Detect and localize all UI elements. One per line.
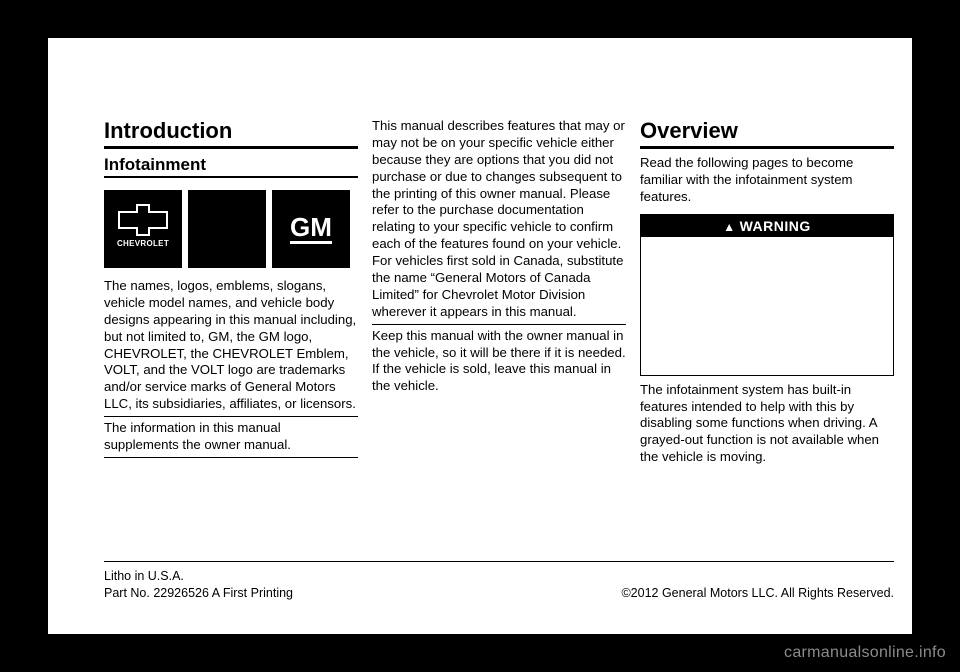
column-2: This manual describes features that may …: [372, 118, 626, 466]
trademarks-paragraph: The names, logos, emblems, slogans, vehi…: [104, 278, 358, 413]
gm-label: GM: [290, 214, 332, 244]
warning-body: [641, 237, 893, 375]
overview-paragraph: Read the following pages to become famil…: [640, 155, 894, 206]
page-footer: Litho in U.S.A. Part No. 22926526 A Firs…: [104, 561, 894, 602]
warning-label: WARNING: [740, 218, 811, 234]
footer-left: Litho in U.S.A. Part No. 22926526 A Firs…: [104, 568, 293, 602]
brand-logos: CHEVROLET GM: [104, 190, 358, 268]
divider: [104, 416, 358, 417]
warning-header: ▲ WARNING: [641, 215, 893, 237]
part-number-text: Part No. 22926526 A First Printing: [104, 585, 293, 602]
content-columns: Introduction Infotainment CHEVROLET GM T…: [104, 118, 894, 466]
column-1: Introduction Infotainment CHEVROLET GM T…: [104, 118, 358, 466]
overview-heading: Overview: [640, 118, 894, 149]
chevrolet-emblem-icon: [118, 211, 168, 229]
divider: [372, 324, 626, 325]
infotainment-heading: Infotainment: [104, 155, 358, 178]
copyright-text: ©2012 General Motors LLC. All Rights Res…: [621, 585, 894, 602]
chevrolet-label: CHEVROLET: [117, 239, 169, 248]
keep-manual-paragraph: Keep this manual with the owner manual i…: [372, 328, 626, 396]
litho-text: Litho in U.S.A.: [104, 568, 293, 585]
builtin-features-paragraph: The infotainment system has built-in fea…: [640, 382, 894, 466]
warning-triangle-icon: ▲: [723, 220, 735, 234]
features-paragraph: This manual describes features that may …: [372, 118, 626, 321]
gm-logo: GM: [272, 190, 350, 268]
warning-box: ▲ WARNING: [640, 214, 894, 376]
column-3: Overview Read the following pages to bec…: [640, 118, 894, 466]
watermark-text: carmanualsonline.info: [784, 644, 946, 662]
blank-logo-box: [188, 190, 266, 268]
chevrolet-logo: CHEVROLET: [104, 190, 182, 268]
supplement-paragraph: The information in this manual supplemen…: [104, 420, 358, 454]
divider: [104, 457, 358, 458]
manual-page: Introduction Infotainment CHEVROLET GM T…: [48, 38, 912, 634]
introduction-heading: Introduction: [104, 118, 358, 149]
